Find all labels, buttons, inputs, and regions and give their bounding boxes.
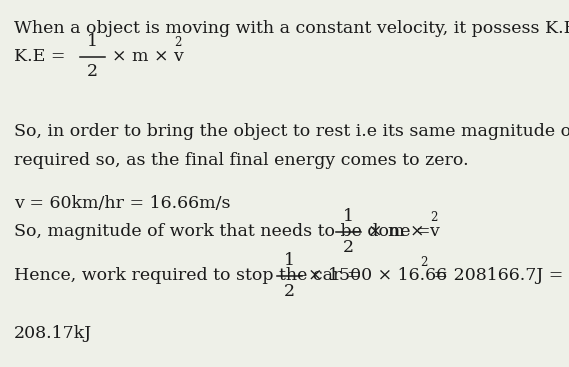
Text: 2: 2 bbox=[283, 283, 295, 299]
Text: So, magnitude of work that needs to be done =: So, magnitude of work that needs to be d… bbox=[14, 224, 436, 240]
Text: × m × v: × m × v bbox=[368, 224, 439, 240]
Text: 2: 2 bbox=[420, 255, 427, 269]
Text: 2: 2 bbox=[175, 36, 182, 50]
Text: 2: 2 bbox=[343, 239, 354, 255]
Text: 1: 1 bbox=[87, 33, 98, 50]
Text: 2: 2 bbox=[430, 211, 438, 225]
Text: 1: 1 bbox=[343, 208, 354, 225]
Text: Hence, work required to stop the car =: Hence, work required to stop the car = bbox=[14, 268, 367, 284]
Text: = 208166.7J =: = 208166.7J = bbox=[428, 268, 563, 284]
Text: When a object is moving with a constant velocity, it possess K.E: When a object is moving with a constant … bbox=[14, 20, 569, 37]
Text: required so, as the final final energy comes to zero.: required so, as the final final energy c… bbox=[14, 152, 469, 169]
Text: So, in order to bring the object to rest i.e its same magnitude of energy is: So, in order to bring the object to rest… bbox=[14, 123, 569, 140]
Text: K.E =: K.E = bbox=[14, 48, 71, 65]
Text: × m × v: × m × v bbox=[112, 48, 184, 65]
Text: v = 60km/hr = 16.66m/s: v = 60km/hr = 16.66m/s bbox=[14, 195, 230, 212]
Text: 1: 1 bbox=[283, 252, 295, 269]
Text: 2: 2 bbox=[87, 63, 98, 80]
Text: 208.17kJ: 208.17kJ bbox=[14, 325, 92, 342]
Text: × 1500 × 16.66: × 1500 × 16.66 bbox=[308, 268, 448, 284]
